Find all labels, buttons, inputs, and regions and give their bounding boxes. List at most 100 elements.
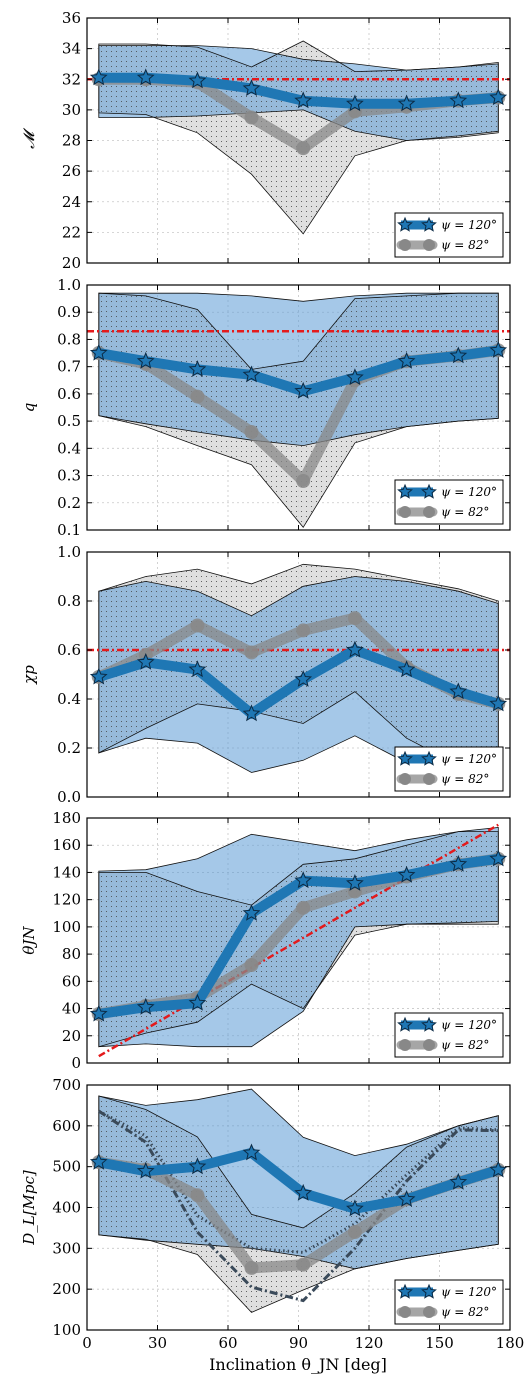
series-psi-120-point (449, 1172, 468, 1190)
legend-psi-120-marker (421, 750, 437, 766)
series-psi-120-point (294, 381, 313, 399)
series-psi-82-point (190, 389, 205, 404)
y-tick-label: 180 (52, 809, 81, 827)
panel-3: 0.0 0.2 0.4 0.6 0.8 1.0 χp ψ = 120° ψ = 82° (20, 543, 511, 806)
legend: ψ = 120° ψ = 82° (394, 479, 504, 525)
series-psi-120-point (489, 341, 508, 358)
series-psi-82-point (296, 623, 311, 638)
legend-psi-120-label: ψ = 120° (441, 1285, 497, 1299)
legend-box (394, 1012, 504, 1058)
y-tick-label: 500 (52, 1158, 81, 1176)
series-psi-120-point (242, 1143, 261, 1161)
series-psi-82-point (347, 611, 362, 626)
y-tick-label: 0 (71, 1054, 81, 1072)
series-psi-120-point (242, 903, 261, 921)
y-tick-label: 0.7 (57, 358, 81, 376)
series-psi-120-point (188, 993, 207, 1011)
y-tick-label: 34 (62, 40, 81, 58)
y-tick-label: 0.5 (57, 412, 81, 430)
series-psi-120-point (242, 704, 261, 722)
series-psi-120-point (294, 91, 313, 109)
series-psi-120-point (449, 346, 468, 364)
legend-box (394, 1279, 504, 1325)
y-tick-label: 1.0 (57, 276, 81, 294)
series-psi-82-point (244, 645, 259, 660)
series-psi-120-point (489, 694, 508, 712)
y-tick-label: 200 (52, 1280, 81, 1298)
y-axis-label: q (20, 403, 38, 413)
legend: ψ = 120° ψ = 82° (394, 212, 504, 258)
x-tick-label: 60 (218, 1334, 237, 1352)
series-psi-82-point (347, 1225, 362, 1239)
y-axis-label: χp (20, 665, 38, 685)
y-tick-label: 0.6 (57, 641, 81, 659)
legend-psi-82-marker (423, 773, 435, 785)
x-tick-label: 180 (496, 1334, 525, 1352)
series-psi-82-point (190, 1188, 205, 1203)
legend-psi-120-marker (421, 216, 437, 232)
series-psi-120-point (294, 1183, 313, 1201)
series-psi-120-point (136, 351, 155, 369)
series-psi-82-point (244, 425, 259, 439)
series-psi-120-point (242, 365, 261, 383)
y-tick-label: 24 (62, 193, 81, 211)
series-psi-120-point (136, 68, 155, 86)
y-tick-label: 0.8 (57, 330, 81, 348)
x-tick-label: 120 (355, 1334, 384, 1352)
y-tick-label: 400 (52, 1199, 81, 1217)
legend-psi-120-label: ψ = 120° (441, 218, 497, 232)
y-tick-label: 26 (62, 162, 81, 180)
y-tick-label: 160 (52, 836, 81, 854)
legend-psi-82-label: ψ = 82° (441, 1038, 489, 1052)
legend-psi-120-marker (397, 216, 413, 232)
legend-psi-82-marker (399, 773, 411, 785)
plot-area (89, 1088, 508, 1313)
legend-psi-120-marker (397, 750, 413, 766)
legend-box (394, 746, 504, 792)
series-psi-82-point (296, 1257, 311, 1272)
series-psi-82-point (296, 474, 311, 488)
y-tick-label: 0.1 (57, 521, 81, 539)
y-tick-label: 0.2 (57, 494, 81, 512)
series-psi-120-point (449, 682, 468, 700)
true-value-line (98, 823, 499, 1058)
series-psi-120-point (188, 71, 207, 89)
legend-psi-120-label: ψ = 120° (441, 752, 497, 766)
y-tick-label: 30 (62, 101, 81, 119)
y-tick-label: 0.6 (57, 385, 81, 403)
series-psi-120-point (397, 351, 416, 369)
x-axis-label: Inclination θ_JN [deg] (209, 1355, 387, 1374)
series-psi-120-point (397, 660, 416, 678)
series-psi-120-point (89, 1152, 108, 1170)
legend-psi-120-marker (421, 483, 437, 499)
panel-2: 0.10.20.30.40.50.60.70.80.91.0qψ = 120°ψ… (20, 276, 511, 539)
y-tick-label: 20 (62, 254, 81, 272)
y-tick-label: 100 (52, 918, 81, 936)
y-tick-label: 600 (52, 1117, 81, 1135)
series-psi-82-point (296, 141, 311, 156)
series-psi-120-point (346, 874, 364, 891)
series-psi-120-point (397, 865, 416, 883)
y-tick-label: 32 (62, 70, 81, 88)
y-tick-label: 1.0 (57, 543, 81, 561)
panel-5: 100 200 300 400 500 600 700 0 30 60 90 120 150 180 D_L… (20, 1076, 524, 1352)
band-psi-82-hatch (98, 293, 499, 528)
band-psi-82-outline (98, 1095, 499, 1313)
legend-psi-82-label: ψ = 82° (441, 505, 489, 519)
y-tick-label: 100 (52, 1321, 81, 1339)
legend-psi-120-label: ψ = 120° (441, 1018, 497, 1032)
series-psi-120-point (136, 1161, 155, 1179)
legend-psi-82-marker (399, 1306, 411, 1318)
series-psi-120-point (188, 360, 207, 377)
plot-area (89, 823, 508, 1058)
y-tick-label: 36 (62, 9, 81, 27)
y-tick-label: 28 (62, 132, 81, 150)
legend: ψ = 120° ψ = 82° (394, 746, 504, 792)
legend-psi-120-marker (397, 1283, 413, 1299)
legend-psi-120-marker (421, 1283, 437, 1299)
y-tick-label: 20 (62, 1027, 81, 1045)
series-psi-120-point (397, 1190, 416, 1207)
series-psi-120-point (294, 670, 313, 687)
y-tick-label: 700 (52, 1076, 81, 1094)
